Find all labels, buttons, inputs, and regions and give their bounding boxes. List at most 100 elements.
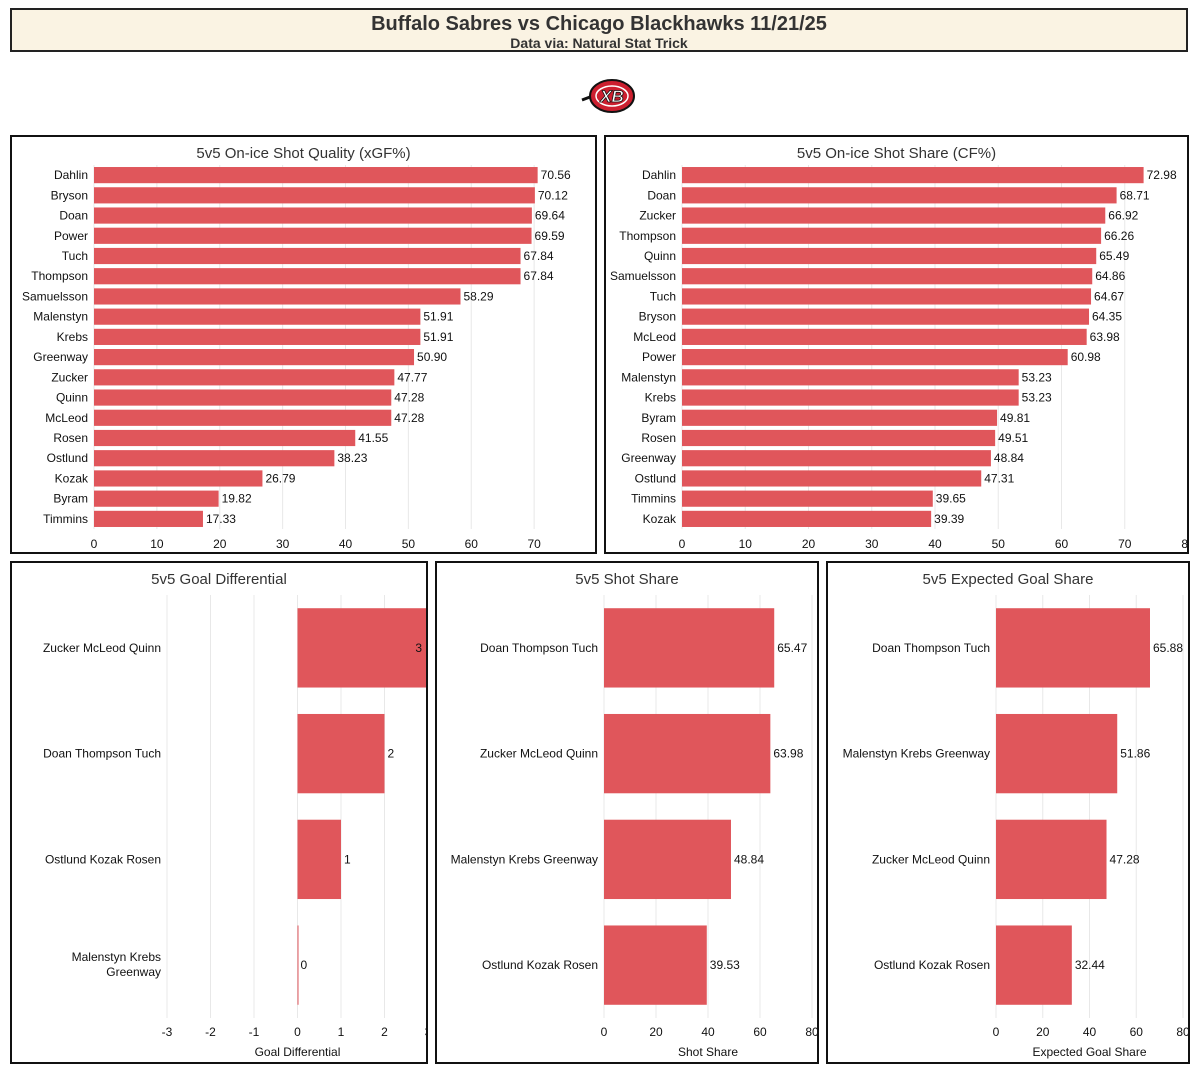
cf-category-label: Samuelsson <box>610 269 676 283</box>
xgs-tick-label: 80 <box>1176 1025 1188 1039</box>
cf-category-label: Rosen <box>641 431 676 445</box>
cf-value-label: 47.31 <box>984 471 1014 485</box>
cf-value-label: 39.65 <box>936 492 966 506</box>
cf-chart-panel: 5v5 On-ice Shot Share (CF%) 0 10 20 30 40 50 60… <box>604 135 1189 554</box>
xgf-category-label: Krebs <box>57 330 88 344</box>
ss-bar <box>604 819 731 900</box>
ss-svg: 5v5 Shot Share 0 20 40 60 80 65.47 Doan Thompso… <box>451 571 817 1059</box>
xgf-value-label: 41.55 <box>358 431 388 445</box>
xgf-value-label: 50.90 <box>417 350 447 364</box>
ss-category-label: Doan Thompson Tuch <box>480 641 598 655</box>
xgf-bar <box>94 207 532 224</box>
cf-category-label: Quinn <box>644 249 676 263</box>
cf-bar <box>682 429 996 447</box>
xgs-category-label: Zucker McLeod Quinn <box>872 852 990 866</box>
expected-goal-share-panel: 5v5 Expected Goal Share 0 20 40 60 80 65.88 Doa… <box>826 561 1190 1064</box>
cf-bar <box>682 470 982 487</box>
xgf-category-label: Zucker <box>51 370 88 384</box>
gd-category-label: Malenstyn Krebs Greenway <box>72 950 161 979</box>
shot-share-panel: 5v5 Shot Share 0 20 40 60 80 65.47 Doan Thompso… <box>435 561 819 1064</box>
xgf-bar <box>94 187 535 204</box>
gd-category-label: Zucker McLeod Quinn <box>43 641 161 655</box>
cf-value-label: 64.35 <box>1092 310 1122 324</box>
cf-tick-label: 80 <box>1181 537 1187 551</box>
gd-category-label: Doan Thompson Tuch <box>43 747 161 761</box>
xgs-bar <box>996 713 1118 794</box>
cf-tick-label: 10 <box>739 537 753 551</box>
cf-category-label: Greenway <box>621 451 676 465</box>
xgf-bar <box>94 308 421 325</box>
gd-bar <box>297 713 385 794</box>
xgf-value-label: 58.29 <box>463 289 493 303</box>
xgf-category-label: Samuelsson <box>22 289 88 303</box>
xb-logo-icon: XB <box>580 76 638 116</box>
cf-value-label: 53.23 <box>1022 370 1052 384</box>
cf-category-label: Zucker <box>639 209 676 223</box>
gd-bar <box>297 608 426 688</box>
xgf-value-label: 47.28 <box>394 391 424 405</box>
xgs-bar <box>996 925 1072 1005</box>
cf-tick-label: 70 <box>1118 537 1132 551</box>
svg-text:XB: XB <box>599 87 624 106</box>
xgf-tick-label: 40 <box>339 537 353 551</box>
xgf-value-label: 69.59 <box>535 229 565 243</box>
cf-value-label: 65.49 <box>1099 249 1129 263</box>
xgs-value-label: 32.44 <box>1075 958 1105 972</box>
gd-category-line: Malenstyn Krebs <box>72 950 161 964</box>
cf-bar <box>682 328 1087 345</box>
xgf-category-label: Malenstyn <box>33 310 88 324</box>
cf-category-label: Tuch <box>650 289 676 303</box>
cf-bar <box>682 268 1093 285</box>
cf-tick-label: 30 <box>865 537 879 551</box>
cf-bar <box>682 187 1117 204</box>
cf-tick-label: 40 <box>928 537 942 551</box>
xgf-svg: 5v5 On-ice Shot Quality (xGF%) 0 10 20 30 40 5… <box>22 145 571 551</box>
xgf-tick-label: 60 <box>465 537 479 551</box>
xgf-tick-label: 20 <box>213 537 227 551</box>
cf-value-label: 66.26 <box>1104 229 1134 243</box>
cf-value-label: 49.81 <box>1000 411 1030 425</box>
xgf-value-label: 67.84 <box>524 269 554 283</box>
cf-tick-label: 0 <box>679 537 686 551</box>
cf-category-label: Krebs <box>645 391 676 405</box>
cf-category-label: Bryson <box>639 310 676 324</box>
cf-tick-label: 60 <box>1055 537 1069 551</box>
cf-value-label: 66.92 <box>1108 209 1138 223</box>
xgf-category-label: Greenway <box>33 350 88 364</box>
ss-tick-label: 0 <box>601 1025 608 1039</box>
ss-tick-label: 80 <box>805 1025 817 1039</box>
xgf-category-label: Ostlund <box>47 451 88 465</box>
xgf-value-label: 70.12 <box>538 188 568 202</box>
cf-category-label: Dahlin <box>642 168 676 182</box>
xgf-value-label: 51.91 <box>423 330 453 344</box>
gd-tick-label: -3 <box>162 1025 173 1039</box>
xgf-bar <box>94 268 521 285</box>
gd-bar <box>297 925 299 1005</box>
xgf-value-label: 67.84 <box>524 249 554 263</box>
xgf-value-label: 26.79 <box>265 471 295 485</box>
ss-tick-label: 20 <box>649 1025 663 1039</box>
cf-value-label: 64.67 <box>1094 289 1124 303</box>
ss-value-label: 48.84 <box>734 852 764 866</box>
cf-value-label: 63.98 <box>1090 330 1120 344</box>
cf-category-label: Kozak <box>643 512 677 526</box>
chart-header: Buffalo Sabres vs Chicago Blackhawks 11/… <box>10 8 1188 52</box>
xgf-category-label: Byram <box>53 492 88 506</box>
xgf-title: 5v5 On-ice Shot Quality (xGF%) <box>196 145 410 162</box>
xgf-bar <box>94 328 421 345</box>
xgf-category-label: Bryson <box>51 188 88 202</box>
ss-bar <box>604 608 775 688</box>
xgf-tick-label: 70 <box>527 537 541 551</box>
xgf-category-label: Tuch <box>62 249 88 263</box>
cf-value-label: 48.84 <box>994 451 1024 465</box>
ss-category-label: Zucker McLeod Quinn <box>480 747 598 761</box>
xgf-category-label: Power <box>54 229 88 243</box>
page-title: Buffalo Sabres vs Chicago Blackhawks 11/… <box>371 13 827 35</box>
xgs-tick-label: 0 <box>993 1025 1000 1039</box>
xgf-bar <box>94 490 219 507</box>
gd-category-label: Ostlund Kozak Rosen <box>45 852 161 866</box>
cf-bar <box>682 409 998 426</box>
xgf-category-label: Rosen <box>53 431 88 445</box>
xgf-chart-panel: 5v5 On-ice Shot Quality (xGF%) 0 10 20 30 40 5… <box>10 135 597 554</box>
xgf-category-label: Doan <box>59 209 88 223</box>
